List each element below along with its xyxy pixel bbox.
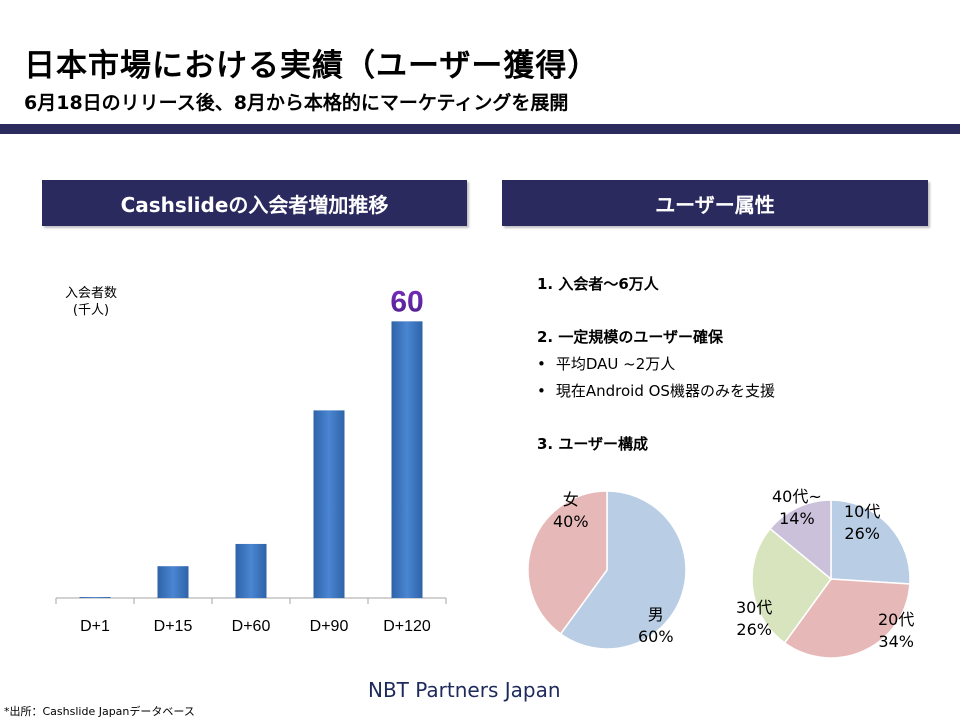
- pie-gender-label-female: 女 40%: [553, 489, 589, 533]
- bar-category-label: D+15: [154, 618, 193, 635]
- pie-gender-slice-1: [527, 490, 608, 635]
- pie-gender-male-name: 男: [647, 605, 664, 624]
- pie-age-slice-2: [751, 527, 833, 644]
- pie-age-20s-name: 20代: [878, 610, 915, 629]
- pie-age-40s-name: 40代~: [772, 487, 822, 506]
- pie-age-label-30s: 30代 26%: [736, 597, 772, 641]
- section-header-attributes: ユーザー属性: [502, 180, 928, 226]
- pie-age-30s-pct: 26%: [736, 620, 772, 639]
- section-header-attributes-label: ユーザー属性: [655, 192, 775, 217]
- page-title: 日本市場における実績（ユーザー獲得）: [24, 48, 600, 84]
- pie-gender-male-pct: 60%: [638, 627, 674, 646]
- ylabel-line-1: 入会者数: [64, 286, 117, 301]
- pie-age-10s-name: 10代: [844, 502, 881, 521]
- bar-d-plus-120: [391, 321, 423, 598]
- pie-age-20s-pct: 34%: [878, 632, 914, 651]
- attribute-bullet-android: 現在Android OS機器のみを支援: [537, 380, 775, 401]
- pie-gender-female-pct: 40%: [553, 512, 589, 531]
- attribute-bullet-dau: 平均DAU ~2万人: [537, 353, 675, 374]
- bar-d-plus-15: [157, 566, 189, 598]
- pie-gender-female-name: 女: [562, 490, 579, 509]
- page-subtitle: 6月18日のリリース後、8月から本格的にマーケティングを展開: [24, 92, 569, 114]
- pie-age-40s-pct: 14%: [779, 509, 815, 528]
- pie-age-label-10s: 10代 26%: [844, 501, 880, 545]
- pie-age-label-40s: 40代~ 14%: [772, 486, 822, 530]
- attribute-item-1: 1. 入会者～6万人: [537, 275, 659, 293]
- pie-age-30s-name: 30代: [736, 598, 773, 617]
- section-header-growth: Cashslideの入会者増加推移: [42, 180, 467, 226]
- pie-gender-label-male: 男 60%: [638, 604, 674, 648]
- bar-d-plus-1: [79, 597, 111, 598]
- attribute-item-2: 2. 一定規模のユーザー確保: [537, 328, 724, 346]
- footer-brand: NBT Partners Japan: [368, 678, 561, 702]
- pie-age-slice-1: [783, 578, 911, 659]
- attribute-item-3: 3. ユーザー構成: [537, 435, 649, 453]
- section-header-growth-label: Cashslideの入会者増加推移: [120, 192, 389, 217]
- bar-d-plus-90: [313, 410, 345, 598]
- bar-category-label: D+90: [310, 618, 349, 635]
- bar-d-plus-60: [235, 543, 267, 598]
- pie-age-10s-pct: 26%: [844, 524, 880, 543]
- bar-highlight-value-label: 60: [390, 285, 423, 318]
- ylabel-line-2: (千人): [72, 303, 110, 318]
- bar-category-label: D+1: [80, 618, 110, 635]
- pie-gender-slice-0: [559, 490, 687, 650]
- header-rule: [0, 124, 960, 134]
- pie-age-slice-3: [769, 499, 832, 581]
- bar-category-label: D+60: [232, 618, 271, 635]
- source-note: *出所：Cashslide Japanデータベース: [4, 705, 195, 718]
- bar-chart-ylabel: 入会者数 (千人): [46, 285, 136, 319]
- pie-age-slice-0: [830, 499, 911, 585]
- pie-age-label-20s: 20代 34%: [878, 609, 914, 653]
- bar-category-label: D+120: [383, 618, 431, 635]
